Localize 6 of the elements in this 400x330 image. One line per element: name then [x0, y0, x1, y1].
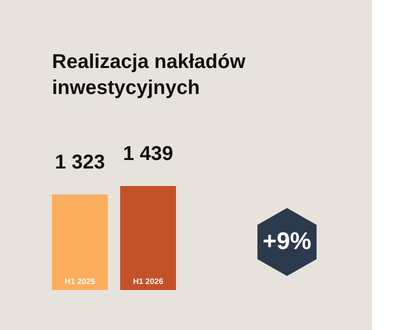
chart-title: Realizacja nakładów inwestycyjnych	[52, 51, 246, 99]
text: +9%	[262, 228, 312, 255]
x-tick-label: H1 2025	[64, 277, 96, 286]
data-label: 1 439	[123, 143, 174, 165]
data-label: 1 323	[54, 151, 105, 174]
x-tick-label: H1 2026	[132, 277, 164, 286]
